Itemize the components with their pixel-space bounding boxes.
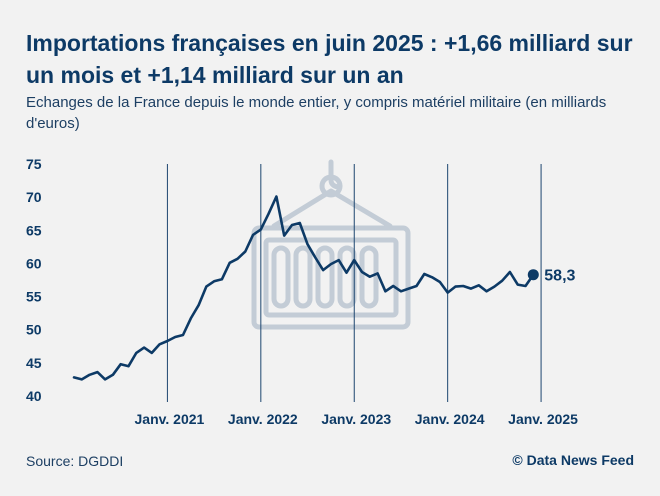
y-tick-label: 70	[26, 189, 42, 205]
y-tick-label: 40	[26, 388, 42, 404]
x-tick-label: Janv. 2022	[228, 411, 298, 427]
credit-note: © Data News Feed	[512, 452, 634, 468]
series-line	[72, 195, 535, 381]
x-tick-label: Janv. 2023	[321, 411, 391, 427]
y-tick-label: 50	[26, 322, 42, 338]
shipping-container-on-hook-icon	[251, 159, 411, 330]
y-tick-label: 65	[26, 222, 42, 238]
last-point-marker	[527, 269, 539, 281]
y-tick-label: 55	[26, 289, 42, 305]
x-tick-label: Janv. 2024	[415, 411, 485, 427]
x-tick-label: Janv. 2021	[135, 411, 205, 427]
y-tick-label: 75	[26, 156, 42, 172]
source-note: Source: DGDDI	[26, 453, 124, 469]
last-value-label: 58,3	[544, 268, 575, 285]
chart-subtitle: Echanges de la France depuis le monde en…	[26, 94, 607, 132]
y-tick-label: 60	[26, 255, 42, 271]
x-tick-label: Janv. 2025	[508, 411, 578, 427]
y-tick-label: 45	[26, 355, 42, 371]
line-chart: 40 45 50 55 60 65 70 75 Janv. 2021 Janv. 2022 Jan…	[26, 156, 578, 427]
chart-title: Importations françaises en juin 2025 : +…	[26, 30, 633, 88]
